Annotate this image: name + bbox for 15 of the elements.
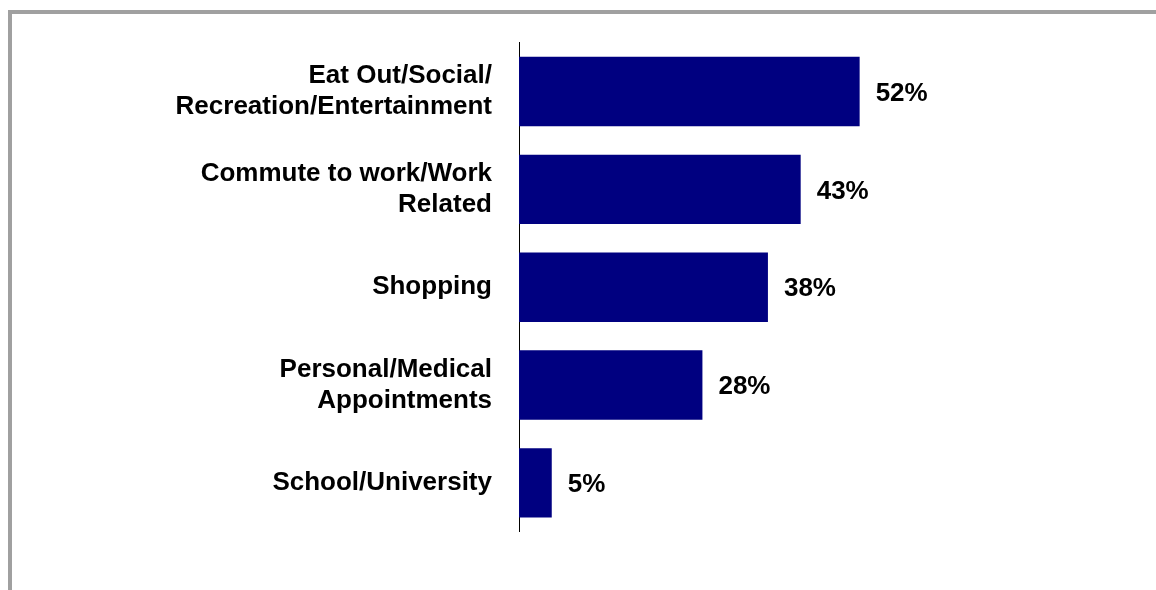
bar: [519, 350, 703, 420]
bar: [519, 448, 552, 518]
bar: [519, 154, 801, 225]
bar: [519, 56, 860, 127]
y-tick-label: School/University: [272, 466, 493, 497]
y-tick-label: Eat Out/Social/ Recreation/Entertainment: [175, 59, 493, 121]
y-tick-label: Personal/Medical Appointments: [279, 352, 492, 414]
data-label: 28%: [718, 370, 771, 401]
data-label: 38%: [783, 272, 836, 303]
data-label: 52%: [875, 76, 928, 107]
bar: [519, 252, 768, 322]
y-tick-label: Commute to work/Work Related: [200, 156, 493, 219]
data-label: 5%: [567, 468, 606, 499]
data-label: 43%: [816, 174, 869, 205]
y-tick-label: Shopping: [372, 270, 492, 301]
